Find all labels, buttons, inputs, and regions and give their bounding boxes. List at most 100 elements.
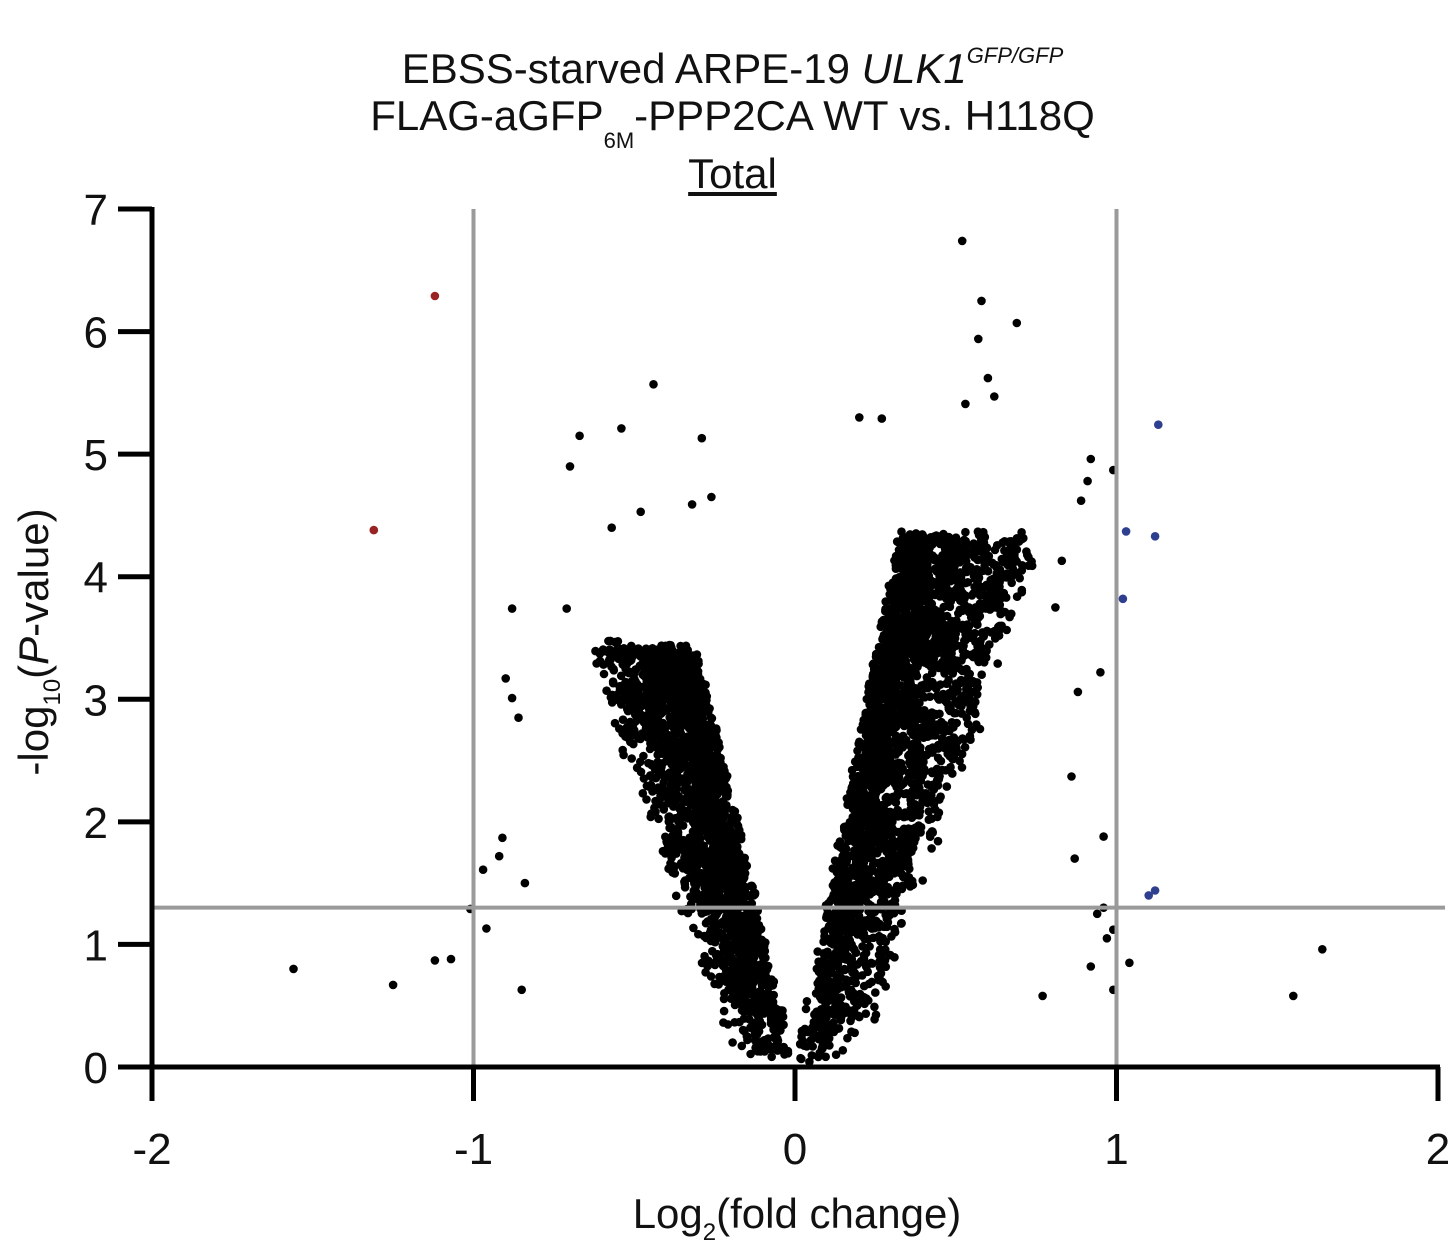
cloud-point: [972, 565, 982, 574]
cloud-point: [807, 1051, 817, 1060]
cloud-point: [875, 811, 884, 820]
cloud-point: [749, 1007, 759, 1017]
cloud-point: [755, 942, 764, 951]
cloud-point: [859, 816, 869, 826]
cloud-point: [765, 982, 774, 992]
cloud-point: [820, 931, 829, 941]
cloud-point: [695, 687, 704, 697]
cloud-point: [821, 1052, 830, 1062]
cloud-point: [980, 590, 989, 600]
cloud-point: [950, 628, 960, 638]
cloud-point: [771, 1031, 780, 1041]
cloud-point: [853, 930, 862, 939]
cloud-point: [750, 1022, 760, 1031]
cloud-point: [642, 675, 652, 685]
cloud-point: [648, 644, 657, 653]
cloud-point: [940, 743, 949, 753]
cloud-point: [814, 1052, 823, 1062]
cloud-point: [865, 679, 874, 688]
cloud-point: [776, 1012, 785, 1021]
cloud-point: [712, 812, 721, 822]
cloud-point: [986, 585, 995, 595]
cloud-point: [861, 756, 871, 765]
cloud-point: [615, 686, 625, 695]
cloud-point: [801, 1004, 811, 1014]
cloud-point: [889, 654, 899, 664]
cloud-point: [718, 814, 728, 823]
cloud-point: [739, 857, 749, 867]
cloud-point: [664, 817, 674, 826]
cloud-point: [648, 668, 658, 677]
cloud-point: [659, 778, 668, 787]
cloud-point: [876, 672, 885, 681]
cloud-point: [851, 948, 861, 957]
cloud-point: [728, 805, 737, 815]
cloud-point: [956, 596, 965, 605]
title-gene-name: ULK1: [861, 45, 967, 92]
cloud-point: [961, 527, 970, 537]
cloud-point: [636, 652, 645, 661]
cloud-point: [711, 780, 720, 789]
cloud-point: [891, 693, 900, 703]
cloud-point: [910, 696, 920, 705]
cloud-point: [930, 590, 940, 600]
cloud-point: [973, 613, 983, 623]
cloud-point: [885, 769, 895, 778]
cloud-point: [746, 1049, 755, 1059]
cloud-point: [686, 686, 695, 696]
cloud-point: [929, 800, 939, 809]
cloud-point: [856, 889, 865, 898]
cloud-point: [893, 811, 902, 821]
cloud-point: [679, 843, 688, 852]
cloud-point: [817, 1006, 827, 1016]
cloud-point: [826, 896, 835, 905]
cloud-point: [899, 559, 909, 568]
cloud-point: [937, 734, 947, 743]
cloud-point: [939, 602, 949, 612]
cloud-point: [893, 537, 903, 547]
cloud-point: [831, 1050, 841, 1059]
cloud-point: [830, 856, 840, 865]
cloud-point: [923, 780, 933, 789]
cloud-point: [823, 992, 833, 1002]
cloud-point: [885, 839, 894, 848]
cloud-point: [673, 727, 683, 736]
cloud-point: [658, 846, 668, 856]
cloud-point: [656, 709, 666, 718]
cloud-point: [992, 569, 1002, 578]
cloud-point: [841, 975, 851, 984]
cloud-point: [947, 744, 957, 754]
cloud-point: [939, 727, 949, 737]
cloud-point: [874, 838, 883, 848]
cloud-point: [894, 734, 903, 743]
cloud-point: [716, 928, 726, 938]
cloud-point: [743, 982, 753, 992]
cloud-point: [859, 981, 869, 991]
cloud-point: [853, 960, 862, 969]
cloud-point: [906, 839, 916, 848]
cloud-point: [906, 612, 915, 622]
cloud-point: [907, 847, 916, 856]
cloud-point: [670, 869, 680, 878]
cloud-point: [738, 992, 748, 1002]
cloud-point: [722, 924, 732, 933]
cloud-point: [718, 849, 727, 859]
cloud-point: [979, 540, 989, 549]
cloud-point: [918, 691, 927, 700]
cloud-point: [598, 645, 608, 654]
cloud-point: [847, 765, 857, 775]
cloud-point: [703, 759, 713, 768]
cloud-point: [605, 654, 615, 664]
cloud-point: [599, 669, 609, 679]
cloud-point: [946, 655, 956, 664]
cloud-point: [642, 795, 651, 804]
cloud-point: [825, 1027, 834, 1037]
cloud-point: [780, 1050, 789, 1059]
cloud-point: [769, 1007, 779, 1017]
cloud-point: [945, 602, 955, 612]
cloud-point: [833, 959, 843, 969]
cloud-point: [875, 705, 884, 714]
cloud-point: [964, 695, 973, 704]
cloud-point: [831, 991, 840, 1001]
cloud-point: [885, 856, 895, 866]
